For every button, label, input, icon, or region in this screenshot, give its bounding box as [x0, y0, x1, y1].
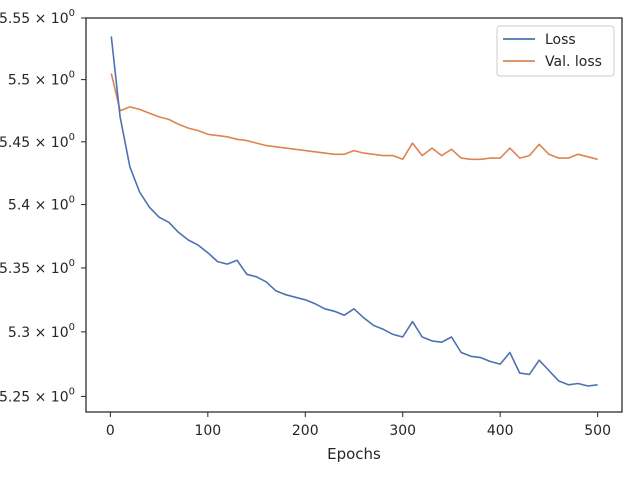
x-axis-label: Epochs: [327, 445, 381, 463]
x-tick-label: 0: [106, 423, 115, 439]
x-tick-label: 400: [487, 423, 514, 439]
y-tick-exponent: 0: [69, 8, 75, 19]
y-tick-mantissa: 5.45 × 10: [0, 135, 69, 151]
y-tick-label: 5.55 × 100: [0, 8, 75, 27]
legend: Loss Val. loss: [496, 25, 615, 77]
y-tick-label: 5.5 × 100: [8, 70, 75, 89]
y-tick-mantissa: 5.5 × 10: [8, 73, 69, 89]
y-tick-mantissa: 5.3 × 10: [8, 325, 69, 341]
y-tick-mantissa: 5.4 × 10: [8, 198, 69, 214]
y-tick-label: 5.45 × 100: [0, 132, 75, 151]
y-tick-label: 5.3 × 100: [8, 322, 75, 341]
y-tick-label: 5.4 × 100: [8, 195, 75, 214]
y-tick-mantissa: 5.55 × 10: [0, 11, 69, 27]
series-layer: [110, 36, 598, 387]
y-tick-exponent: 0: [69, 70, 75, 81]
y-tick-exponent: 0: [69, 386, 75, 397]
y-tick-mantissa: 5.35 × 10: [0, 261, 69, 277]
y-tick-label: 5.35 × 100: [0, 258, 75, 277]
y-tick-label: 5.25 × 100: [0, 386, 75, 405]
plot-area: [86, 18, 622, 412]
plot-frame: [85, 17, 623, 413]
x-axis: 0 100 200 300 400 500: [106, 412, 611, 439]
y-tick-mantissa: 5.25 × 10: [0, 389, 69, 405]
legend-label-0: Loss: [545, 32, 576, 48]
legend-label-1: Val. loss: [545, 54, 602, 70]
y-tick-exponent: 0: [69, 195, 75, 206]
y-tick-exponent: 0: [69, 258, 75, 269]
series-line-0: [110, 36, 598, 387]
x-tick-label: 200: [292, 423, 319, 439]
series-line-1: [110, 73, 598, 161]
y-tick-exponent: 0: [69, 322, 75, 333]
x-tick-label: 500: [584, 423, 611, 439]
y-tick-exponent: 0: [69, 132, 75, 143]
x-tick-label: 100: [194, 423, 221, 439]
x-tick-label: 300: [389, 423, 416, 439]
